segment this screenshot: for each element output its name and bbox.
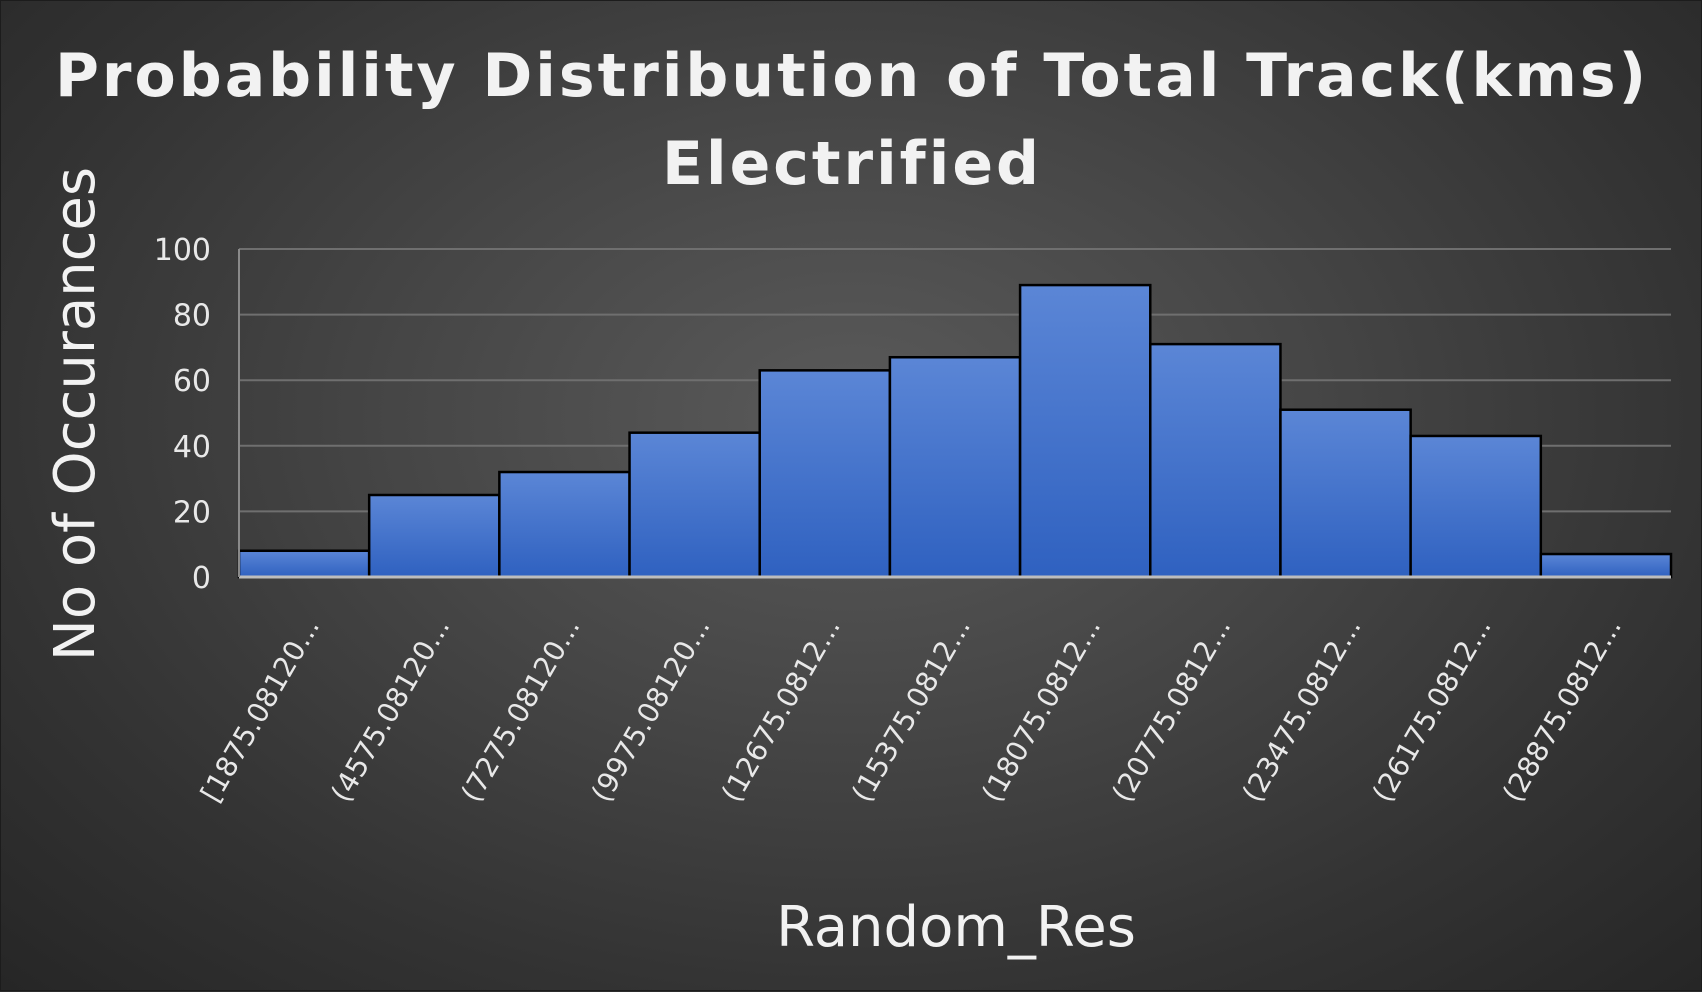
x-tick-label-5: (15375.0812... [845, 612, 977, 808]
x-tick-label-2: (7275.08120... [455, 612, 587, 808]
bars [237, 283, 1673, 579]
y-tick-label-1: 20 [173, 495, 211, 530]
bar-2 [498, 470, 631, 579]
y-tick-label-0: 0 [192, 561, 211, 596]
bar-0 [237, 549, 371, 579]
x-tick-label-1: (4575.08120... [324, 612, 456, 808]
y-tick-label-2: 40 [173, 430, 211, 465]
y-tick-label-5: 100 [154, 233, 211, 268]
bar-6 [1018, 283, 1152, 579]
axes [238, 249, 1671, 579]
x-tick-label-4: (12675.0812... [715, 612, 847, 808]
x-axis-title: Random_Res [776, 895, 1136, 960]
x-tick-label-10: (28875.0812... [1496, 612, 1628, 808]
bar-8 [1279, 408, 1412, 579]
bar-1 [367, 493, 501, 579]
x-tick-label-6: (18075.0812... [975, 612, 1107, 808]
x-tick-label-8: (23475.0812... [1236, 612, 1368, 808]
x-tick-label-0: [1875.08120... [194, 612, 326, 808]
bar-4 [758, 369, 892, 579]
y-tick-label-4: 80 [173, 299, 211, 334]
bar-3 [628, 431, 761, 579]
y-tick-labels: 0 20 40 60 80 100 [154, 233, 211, 596]
bar-5 [888, 355, 1022, 579]
y-axis-title: No of Occurances [43, 167, 108, 661]
x-tick-labels: [1875.08120...(4575.08120...(7275.08120.… [194, 612, 1628, 808]
bar-9 [1409, 434, 1543, 579]
bar-10 [1539, 552, 1673, 579]
y-tick-label-3: 60 [173, 364, 211, 399]
bar-7 [1149, 342, 1282, 579]
x-tick-label-9: (26175.0812... [1366, 612, 1498, 808]
chart-title-line-1: Probability Distribution of Total Track(… [55, 41, 1649, 111]
chart-title-line-2: Electrified [662, 129, 1042, 199]
x-tick-label-7: (20775.0812... [1105, 612, 1237, 808]
x-tick-label-3: (9975.08120... [585, 612, 717, 808]
